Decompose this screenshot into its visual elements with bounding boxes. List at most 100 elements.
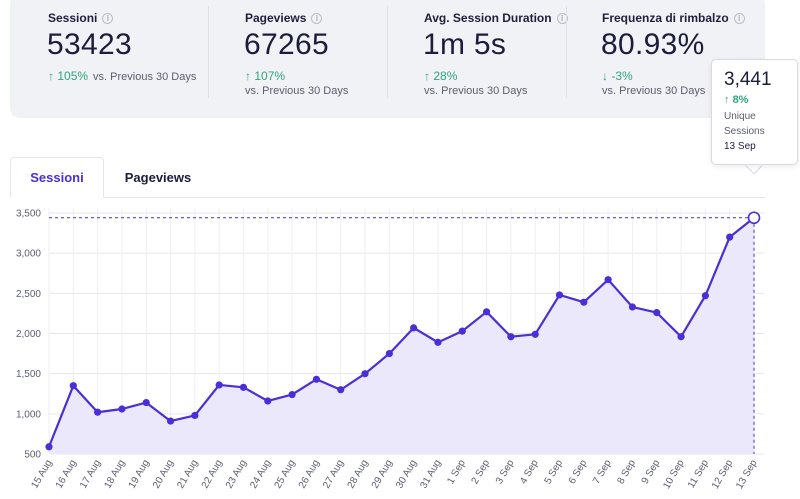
data-point[interactable]: [580, 298, 588, 306]
x-tick-label: 11 Sep: [686, 458, 711, 491]
data-point[interactable]: [239, 383, 248, 391]
data-point[interactable]: [385, 349, 393, 358]
x-tick-label: 10 Sep: [661, 458, 687, 491]
data-point[interactable]: [653, 309, 661, 317]
area-fill: [49, 217, 754, 454]
data-point[interactable]: [118, 405, 126, 413]
tooltip-label: Sessions: [724, 126, 765, 137]
tooltip-delta: ↑ 8%: [724, 94, 749, 106]
data-point[interactable]: [458, 327, 466, 335]
data-point[interactable]: [410, 324, 418, 332]
data-point[interactable]: [337, 386, 345, 394]
y-axis: 500 1,000 1,500 2,000 2,500 3,000 3,500: [16, 209, 41, 461]
data-point[interactable]: [628, 303, 637, 311]
y-tick-label: 500: [24, 450, 41, 461]
data-point[interactable]: [288, 390, 296, 399]
x-tick-label: 22 Aug: [200, 458, 225, 490]
x-tick-label: 23 Aug: [224, 458, 249, 490]
data-point[interactable]: [507, 333, 515, 341]
data-point[interactable]: [312, 375, 321, 383]
stat-label: Pageviews: [245, 11, 307, 25]
x-tick-label: 21 Aug: [175, 458, 200, 490]
x-tick-label: 5 Sep: [543, 458, 566, 487]
stat-compare: vs. Previous 30 Days: [424, 85, 528, 97]
x-tick-label: 6 Sep: [567, 458, 590, 487]
tooltip-value: 3,441: [724, 69, 772, 90]
y-tick-label: 3,000: [16, 249, 41, 260]
data-point[interactable]: [555, 291, 564, 299]
info-circle-icon[interactable]: i: [556, 12, 568, 24]
data-point[interactable]: [531, 330, 539, 338]
data-point[interactable]: [191, 411, 199, 420]
data-point-highlighted[interactable]: [747, 211, 761, 225]
stat-delta: ↑ 28%: [424, 69, 458, 83]
x-tick-label: 18 Aug: [102, 458, 127, 490]
data-point[interactable]: [677, 333, 685, 341]
x-tick-label: 26 Aug: [297, 458, 322, 490]
data-point[interactable]: [482, 308, 491, 316]
data-point[interactable]: [726, 233, 734, 241]
x-tick-label: 7 Sep: [591, 458, 614, 487]
x-tick-label: 2 Sep: [470, 458, 493, 487]
stat-value: 67265: [244, 28, 329, 61]
stat-label: Sessioni: [48, 11, 98, 25]
tab-pageviews[interactable]: Pageviews: [124, 170, 192, 185]
data-points: [45, 211, 761, 451]
x-tick-label: 4 Sep: [518, 458, 541, 487]
x-tick-label: 24 Aug: [248, 458, 273, 490]
x-tick-label: 13 Sep: [734, 458, 760, 491]
x-tick-label: 3 Sep: [494, 458, 517, 487]
stat-divider: [208, 6, 209, 98]
x-tick-label: 20 Aug: [151, 458, 176, 490]
data-point[interactable]: [215, 381, 223, 389]
x-tick-label: 19 Aug: [127, 458, 152, 490]
data-point[interactable]: [434, 338, 442, 346]
x-tick-label: 30 Aug: [394, 458, 419, 490]
x-tick-label: 15 Aug: [29, 458, 54, 490]
x-tick-label: 25 Aug: [273, 458, 298, 490]
x-tick-label: 31 Aug: [418, 458, 443, 490]
stat-compare: vs. Previous 30 Days: [602, 85, 706, 97]
data-point[interactable]: [69, 382, 77, 390]
stat-value: 53423: [47, 28, 132, 61]
stat-value: 1m 5s: [423, 28, 507, 61]
tabs-divider: [10, 197, 765, 198]
y-tick-label: 1,500: [16, 369, 41, 380]
stat-compare: vs. Previous 30 Days: [93, 71, 197, 83]
data-point[interactable]: [142, 398, 150, 407]
data-point[interactable]: [94, 408, 102, 416]
y-tick-label: 3,500: [16, 209, 41, 220]
data-point[interactable]: [604, 276, 612, 284]
data-point[interactable]: [361, 370, 369, 378]
info-circle-icon[interactable]: i: [311, 12, 323, 24]
tab-sessions[interactable]: Sessioni: [10, 157, 104, 198]
data-point[interactable]: [166, 417, 175, 425]
tooltip-date: 13 Sep: [724, 141, 756, 152]
stat-delta: ↓ -3%: [602, 69, 633, 83]
stat-value: 80.93%: [601, 28, 705, 61]
stat-divider: [566, 6, 567, 98]
y-tick-label: 2,000: [16, 329, 41, 340]
stat-label: Frequenza di rimbalzo: [602, 11, 729, 25]
info-circle-icon[interactable]: i: [733, 12, 745, 24]
x-tick-label: 9 Sep: [640, 458, 663, 487]
x-tick-label: 12 Sep: [710, 458, 736, 491]
data-point[interactable]: [45, 443, 53, 451]
y-tick-label: 2,500: [16, 289, 41, 300]
tooltip-label: Unique: [724, 111, 756, 122]
stat-delta: ↑ 105%: [48, 69, 89, 83]
stat-divider: [387, 6, 388, 98]
x-tick-label: 1 Sep: [445, 458, 468, 487]
sessions-area-chart[interactable]: 500 1,000 1,500 2,000 2,500 3,000 3,500 15 Aug…: [0, 200, 800, 499]
x-tick-label: 17 Aug: [78, 458, 103, 490]
x-tick-label: 29 Aug: [370, 458, 395, 490]
x-tick-label: 8 Sep: [615, 458, 638, 487]
chart-tooltip: 3,441 ↑ 8% Unique Sessions 13 Sep: [711, 59, 798, 165]
x-axis: 15 Aug 16 Aug 17 Aug 18 Aug 19 Aug 20 Aug 21 A…: [29, 458, 759, 491]
stat-compare: vs. Previous 30 Days: [245, 85, 349, 97]
data-point[interactable]: [264, 397, 272, 405]
series-line: [47, 216, 755, 448]
info-circle-icon[interactable]: i: [102, 12, 114, 24]
data-point[interactable]: [701, 292, 709, 300]
x-tick-label: 27 Aug: [321, 458, 346, 490]
